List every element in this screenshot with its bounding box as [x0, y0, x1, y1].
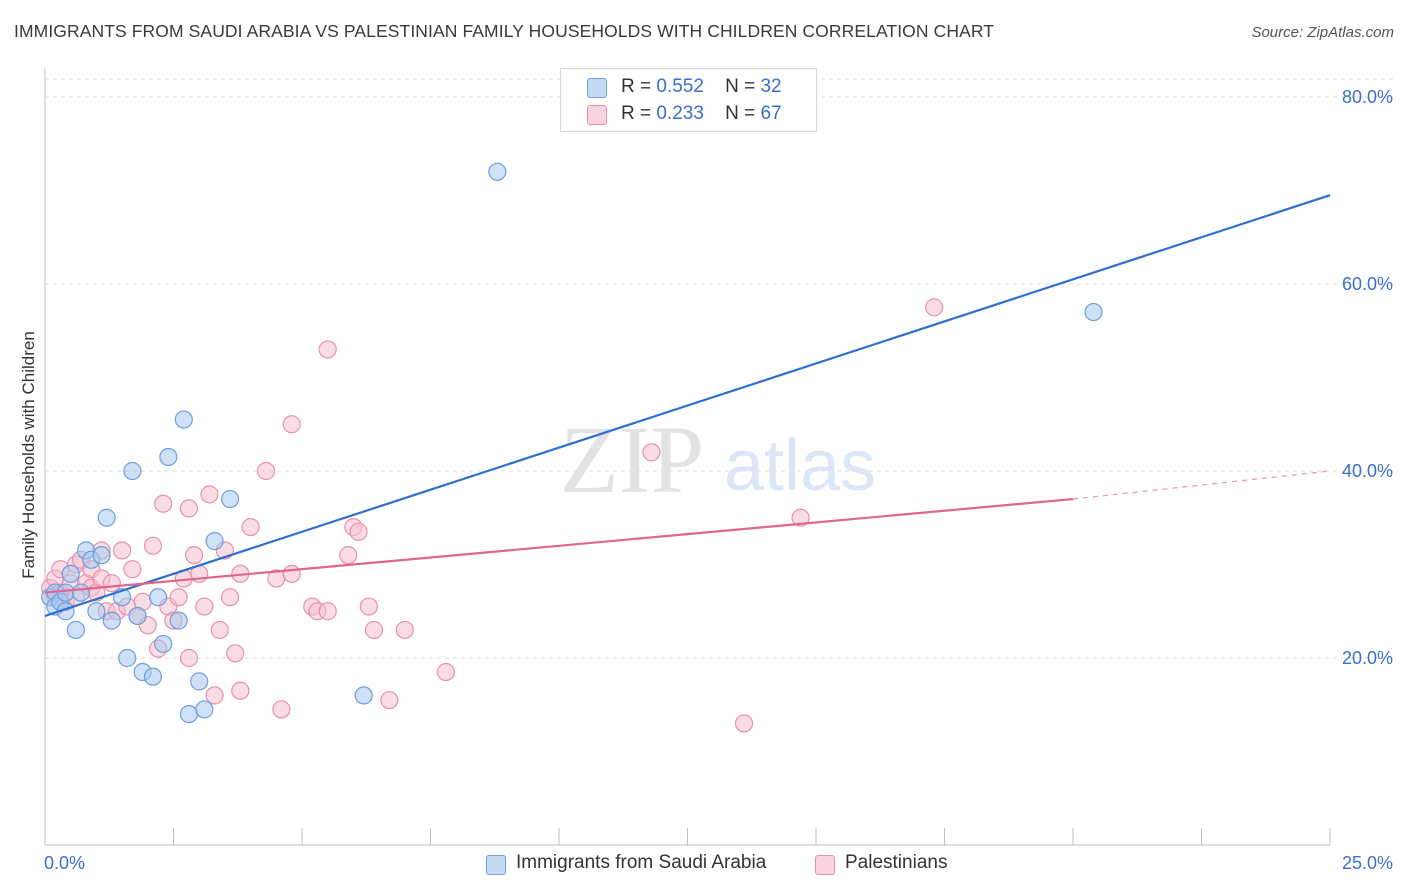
y-tick-label: 40.0%	[1342, 461, 1393, 481]
saudi-arabia-point	[159, 447, 178, 467]
y-tick-label: 20.0%	[1342, 648, 1393, 668]
legend-r-label: R =	[621, 103, 652, 124]
palestinians-point	[169, 588, 188, 607]
palestinians-point	[925, 298, 944, 317]
palestinians-point	[154, 494, 173, 513]
palestinians-point	[143, 536, 163, 555]
palestinians-point	[339, 546, 358, 565]
palestinians-point	[226, 644, 245, 663]
watermark: ZIP atlas	[560, 406, 876, 513]
saudi-arabia-point	[66, 620, 85, 640]
saudi-arabia-point	[169, 611, 188, 630]
palestinians-point	[184, 546, 204, 565]
palestinians-point	[205, 686, 224, 705]
saudi-arabia-point	[220, 489, 240, 509]
palestinians-point	[200, 485, 219, 504]
palestinians-point	[282, 415, 301, 434]
y-tick-label: 60.0%	[1342, 274, 1393, 294]
saudi-arabia-point	[97, 508, 116, 527]
palestinians-point	[318, 340, 337, 359]
saudi-arabia-point	[61, 564, 80, 583]
saudi-arabia-point	[154, 634, 173, 654]
saudi-arabia-point	[118, 648, 137, 668]
palestinians-point	[791, 508, 810, 527]
saudi-arabia-point	[143, 667, 163, 686]
saudi-arabia-point	[102, 611, 121, 630]
saudi-arabia-point	[87, 602, 106, 621]
legend-swatch-blue	[587, 78, 607, 98]
saudi-arabia-point	[205, 532, 224, 551]
saudi-arabia-point	[1084, 302, 1103, 322]
palestinians-points	[41, 298, 944, 733]
saudi-arabia-trend-line	[44, 194, 1331, 617]
palestinians-point	[318, 602, 337, 621]
legend-n-label: N =	[725, 103, 756, 124]
palestinians-point	[734, 714, 754, 733]
legend-n-value: 67	[760, 103, 782, 124]
legend-n-value: 32	[760, 76, 782, 97]
x-tick-label: 0.0%	[44, 853, 85, 873]
palestinians-point	[231, 681, 250, 700]
saudi-arabia-point	[190, 672, 209, 691]
saudi-arabia-point	[128, 606, 147, 626]
palestinians-point	[349, 522, 368, 541]
chart-title: IMMIGRANTS FROM SAUDI ARABIA VS PALESTIN…	[14, 21, 995, 41]
saudi-arabia-point	[71, 583, 91, 602]
saudi-arabia-point	[354, 686, 373, 705]
palestinians-point	[220, 588, 240, 607]
palestinians-point	[364, 620, 384, 640]
saudi-arabia-point	[174, 410, 193, 429]
x-tick-label: 25.0%	[1342, 853, 1393, 873]
palestinians-point	[210, 620, 229, 640]
source-label: Source: ZipAtlas.com	[1251, 24, 1394, 41]
legend-swatch-blue	[486, 855, 506, 875]
palestinians-point	[179, 499, 199, 518]
palestinians-point	[179, 648, 199, 668]
palestinians-point	[380, 690, 399, 710]
saudi-arabia-points	[41, 162, 1103, 724]
palestinians-point	[102, 574, 121, 593]
saudi-arabia-point	[56, 583, 75, 602]
saudi-arabia-point	[488, 162, 507, 181]
palestinians-trend-extension	[1072, 470, 1331, 500]
palestinians-point	[359, 597, 378, 616]
legend-label: Immigrants from Saudi Arabia	[516, 852, 767, 873]
saudi-arabia-point	[148, 588, 168, 607]
palestinians-point	[436, 662, 456, 682]
palestinians-point	[112, 541, 132, 560]
palestinians-point	[241, 517, 260, 537]
y-tick-label: 80.0%	[1342, 87, 1393, 107]
palestinians-point	[395, 620, 414, 640]
palestinians-point	[282, 564, 301, 583]
correlation-legend: R = 0.552 N = 32 R = 0.233 N = 67	[560, 68, 817, 132]
palestinians-trend-line	[44, 497, 1074, 594]
legend-r-label: R =	[621, 76, 652, 97]
palestinians-point	[642, 443, 661, 462]
palestinians-point	[272, 700, 291, 719]
legend-label: Palestinians	[845, 852, 948, 873]
palestinians-point	[195, 597, 214, 616]
watermark-zip: ZIP	[560, 406, 704, 513]
palestinians-point	[123, 560, 142, 579]
saudi-arabia-point	[195, 700, 214, 719]
axes	[44, 68, 1331, 846]
axis-labels: 20.0% 40.0% 60.0% 80.0% 0.0% 25.0%	[44, 87, 1393, 873]
palestinians-point	[256, 461, 276, 481]
saudi-arabia-point	[123, 461, 142, 481]
legend-r-value: 0.552	[656, 76, 704, 97]
legend-swatch-pink	[587, 105, 607, 125]
legend-n-label: N =	[725, 76, 756, 97]
trend-lines	[44, 194, 1331, 617]
watermark-atlas: atlas	[724, 426, 876, 506]
saudi-arabia-point	[179, 704, 199, 724]
legend-r-value: 0.233	[656, 103, 704, 124]
legend-swatch-pink	[815, 855, 835, 875]
saudi-arabia-point	[92, 546, 111, 565]
y-axis-label: Family Households with Children	[19, 331, 38, 579]
